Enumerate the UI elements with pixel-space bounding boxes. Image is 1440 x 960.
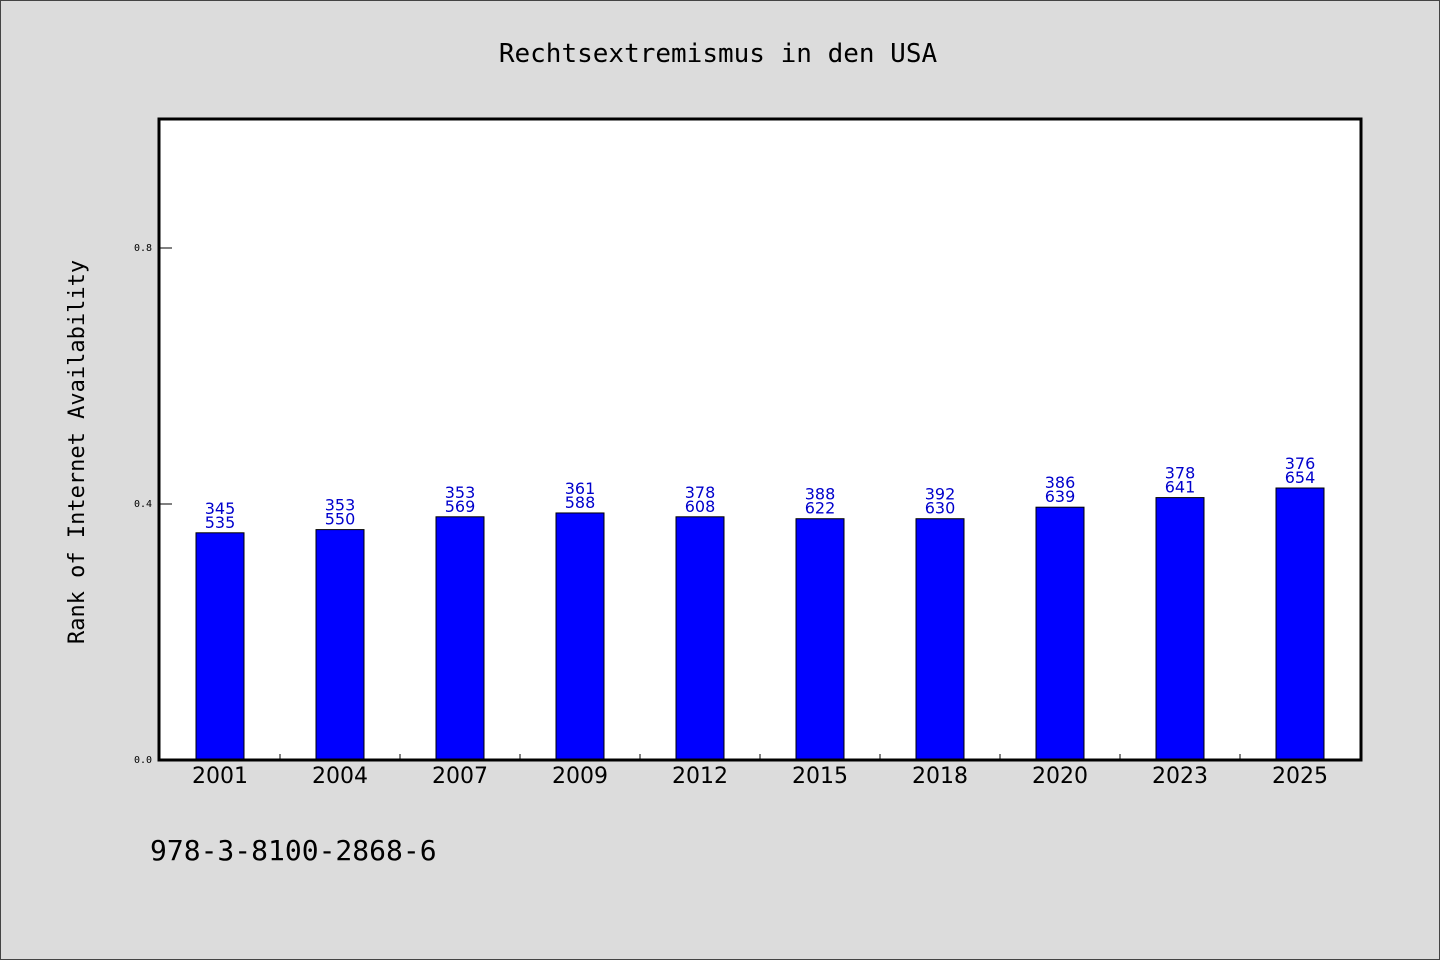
data-label-bottom-2023: 641 xyxy=(1165,478,1196,497)
x-tick-label-2012: 2012 xyxy=(672,764,728,789)
x-tick-label-2009: 2009 xyxy=(552,764,608,789)
x-tick-label-2018: 2018 xyxy=(912,764,968,789)
y-tick-label: 0.4 xyxy=(134,499,152,510)
x-axis-ticks: 2001 2004 2007 2009 2012 2015 2018 2020 2023 2025 xyxy=(192,754,1328,789)
data-label-bottom-2004: 550 xyxy=(325,510,356,529)
x-tick-label-2015: 2015 xyxy=(792,764,848,789)
plot-frame xyxy=(157,117,1363,762)
x-tick-label-2007: 2007 xyxy=(432,764,488,789)
data-label-bottom-2020: 639 xyxy=(1045,487,1076,506)
bar-2007 xyxy=(435,516,485,761)
bar-2025 xyxy=(1275,487,1325,761)
x-tick-label-2025: 2025 xyxy=(1272,764,1328,789)
data-label-bottom-2001: 535 xyxy=(205,513,236,532)
data-label-top-2025: 376 xyxy=(1285,454,1316,473)
y-tick-label: 0.8 xyxy=(134,243,152,254)
x-tick-label-2001: 2001 xyxy=(192,764,248,789)
y-tick-label: 0.0 xyxy=(134,755,152,766)
chart-title: Rechtsextremismus in den USA xyxy=(499,39,938,69)
bar-2023 xyxy=(1155,497,1205,761)
bar-2001 xyxy=(195,532,245,761)
data-label-top-2023: 378 xyxy=(1165,464,1196,483)
data-label-top-2001: 345 xyxy=(205,499,236,518)
isbn-code: 978-3-8100-2868-6 xyxy=(150,834,437,867)
bar-2020 xyxy=(1035,506,1085,761)
bar-2015 xyxy=(795,518,845,761)
data-label-top-2015: 388 xyxy=(805,485,836,504)
data-label-bottom-2015: 622 xyxy=(805,499,836,518)
x-tick-label-2020: 2020 xyxy=(1032,764,1088,789)
data-label-bottom-2009: 588 xyxy=(565,493,596,512)
data-label-top-2004: 353 xyxy=(325,496,356,515)
bar-2004 xyxy=(315,529,365,761)
bar-2012 xyxy=(675,516,725,761)
data-label-bottom-2012: 608 xyxy=(685,497,716,516)
data-label-bottom-2025: 654 xyxy=(1285,468,1316,487)
bar-2018 xyxy=(915,518,965,761)
data-label-bottom-2018: 630 xyxy=(925,499,956,518)
bar-2009 xyxy=(555,512,605,761)
data-label-bottom-2007: 569 xyxy=(445,497,476,516)
y-axis-label: Rank of Internet Availability xyxy=(65,260,90,644)
bars-group: 3455353535503535693615883786083886223926… xyxy=(195,454,1325,761)
x-tick-label-2004: 2004 xyxy=(312,764,368,789)
data-label-top-2020: 386 xyxy=(1045,473,1076,492)
data-label-top-2012: 378 xyxy=(685,483,716,502)
data-label-top-2018: 392 xyxy=(925,485,956,504)
data-label-top-2009: 361 xyxy=(565,479,596,498)
x-tick-label-2023: 2023 xyxy=(1152,764,1208,789)
data-label-top-2007: 353 xyxy=(445,483,476,502)
